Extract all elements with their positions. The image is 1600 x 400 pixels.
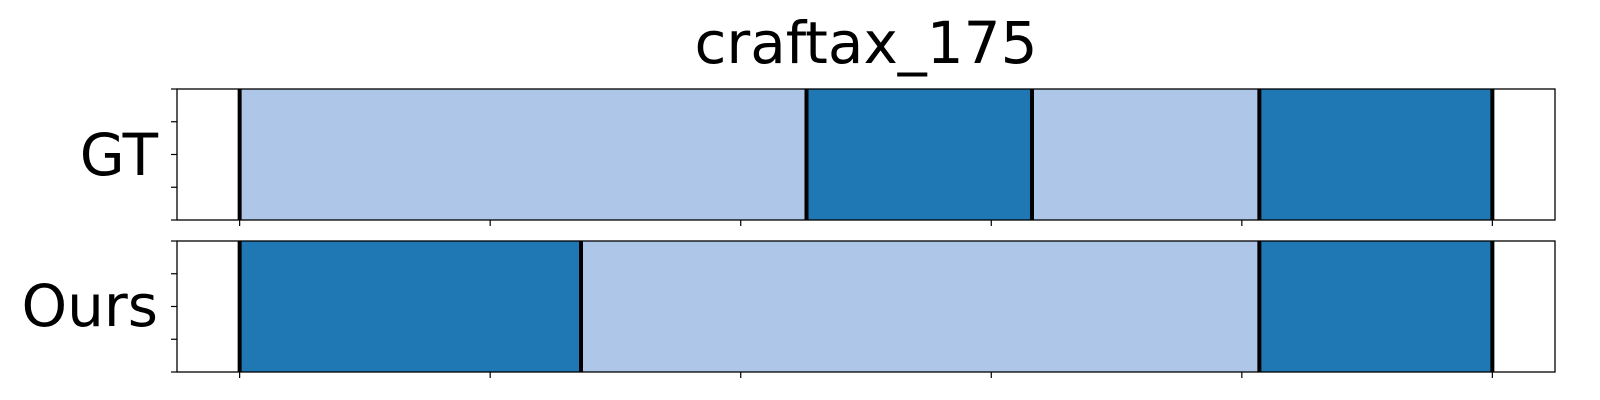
segment-ours-1 [239,241,582,372]
segment-gt-3 [1031,89,1260,220]
segment-gt-2 [806,89,1032,220]
row-ours: Ours [22,240,1556,378]
segment-gt-1 [239,89,807,220]
row-label-gt: GT [80,121,159,189]
row-label-ours: Ours [22,272,158,340]
segment-ours-2 [581,241,1260,372]
segment-ours-3 [1259,241,1493,372]
row-gt: GT [80,88,1556,226]
chart-title: craftax_175 [695,9,1038,77]
segment-gt-4 [1259,89,1493,220]
